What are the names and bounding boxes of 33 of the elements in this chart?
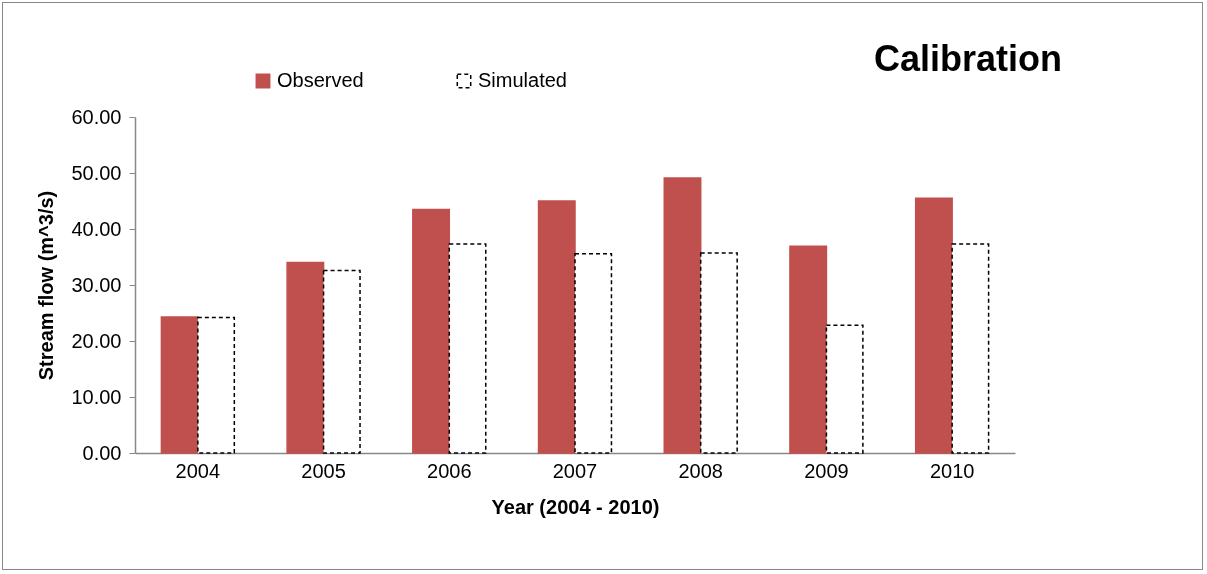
x-tick-label: 2009 xyxy=(804,459,849,482)
legend-label: Observed xyxy=(277,69,364,91)
bar xyxy=(914,197,953,454)
bar xyxy=(322,269,361,454)
bar xyxy=(663,177,702,454)
y-tick-label: 50.00 xyxy=(71,161,122,184)
x-tick-label: 2004 xyxy=(175,459,221,482)
x-tick-label: 2006 xyxy=(427,459,472,482)
bar xyxy=(448,243,487,454)
x-tick-label: 2008 xyxy=(678,459,723,482)
bar xyxy=(699,252,738,454)
bar xyxy=(537,200,576,454)
y-axis-title: Stream flow (m^3/s) xyxy=(35,190,58,381)
bar xyxy=(825,324,864,454)
bar xyxy=(160,316,199,454)
bar xyxy=(286,261,325,454)
x-tick-label: 2010 xyxy=(929,459,975,482)
legend-label: Simulated xyxy=(478,69,567,91)
x-tick-label: 2007 xyxy=(552,459,598,482)
y-tick-label: 40.00 xyxy=(71,217,122,240)
y-tick-label: 60.00 xyxy=(71,105,122,128)
bar xyxy=(412,208,451,454)
bar xyxy=(574,252,613,454)
bar xyxy=(197,316,236,454)
y-tick-label: 30.00 xyxy=(71,273,122,296)
x-tick-label: 2005 xyxy=(301,459,346,482)
bar xyxy=(789,245,828,454)
x-axis-title: Year (2004 - 2010) xyxy=(491,495,660,518)
y-tick-label: 20.00 xyxy=(71,329,122,352)
y-tick-label: 0.00 xyxy=(82,441,122,464)
bar xyxy=(951,243,990,454)
chart-title: Calibration xyxy=(873,38,1062,79)
y-tick-label: 10.00 xyxy=(71,385,122,408)
